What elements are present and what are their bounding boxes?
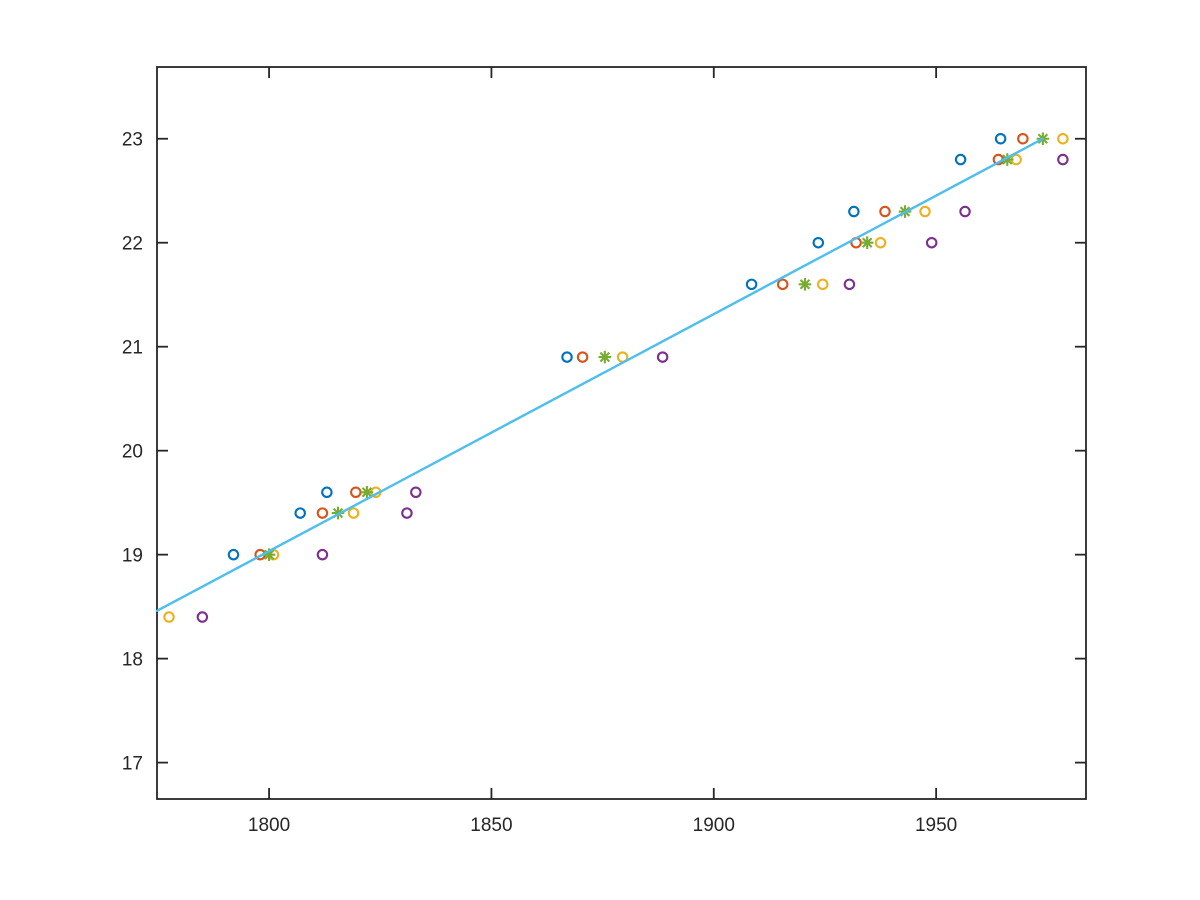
series-5-green-asterisks-marker [360,485,374,499]
series-1-blue-circles-marker [848,205,860,218]
series-1-blue-circles-marker [745,278,758,291]
series-5-green-asterisks-marker [262,548,276,561]
series-4-purple-circles-marker [410,486,422,499]
series-3-yellow-circles-marker [347,507,360,519]
axes-frame [156,66,1087,800]
series-3-yellow-circles-marker [874,236,887,249]
y-axis-tick-label: 20 [122,442,143,463]
series-3-yellow-circles-marker [816,278,829,291]
x-axis-tick-label: 1800 [248,815,290,836]
series-5-green-asterisks-marker [1000,153,1014,166]
series-4-purple-circles-marker [196,611,209,623]
y-axis-tick-label: 19 [122,546,143,567]
series-2-orange-circles-marker [776,278,789,291]
series-3-yellow-circles-marker [163,611,175,623]
y-axis-tick-label: 21 [122,338,143,359]
series-1-blue-circles-marker [561,351,573,363]
series-2-orange-circles-marker [576,351,589,363]
series-4-purple-circles-marker [925,236,938,249]
linear-fit-line [155,137,1045,613]
series-1-blue-circles-marker [812,236,825,249]
series-4-purple-circles-marker [843,278,856,291]
series-1-blue-circles-marker [954,153,967,166]
series-5-green-asterisks-marker [598,350,612,364]
y-axis-tick-label: 23 [122,130,143,151]
series-2-orange-circles-marker [879,205,891,218]
series-4-purple-circles-marker [1057,153,1069,166]
series-1-blue-circles-marker [294,507,306,519]
series-5-green-asterisks-marker [798,278,812,291]
series-4-purple-circles-marker [959,205,971,218]
x-axis-tick-label: 1900 [693,815,735,836]
series-2-orange-circles-marker [1017,132,1029,145]
series-1-blue-circles-marker [994,132,1007,145]
series-4-purple-circles-marker [401,507,413,519]
series-3-yellow-circles-marker [1057,132,1069,145]
series-5-green-asterisks-marker [860,236,874,250]
x-axis-tick-label: 1850 [470,815,512,836]
series-4-purple-circles-marker [316,548,329,561]
series-1-blue-circles-marker [227,548,240,561]
y-axis-tick-label: 17 [122,754,143,775]
series-4-purple-circles-marker [656,351,669,363]
series-1-blue-circles-marker [321,486,333,499]
series-2-orange-circles-marker [316,507,329,519]
y-axis-tick-label: 22 [122,234,143,255]
series-3-yellow-circles-marker [919,205,931,218]
x-axis-tick-label: 1950 [915,815,957,836]
y-axis-tick-label: 18 [122,650,143,671]
series-2-orange-circles-marker [350,486,362,499]
